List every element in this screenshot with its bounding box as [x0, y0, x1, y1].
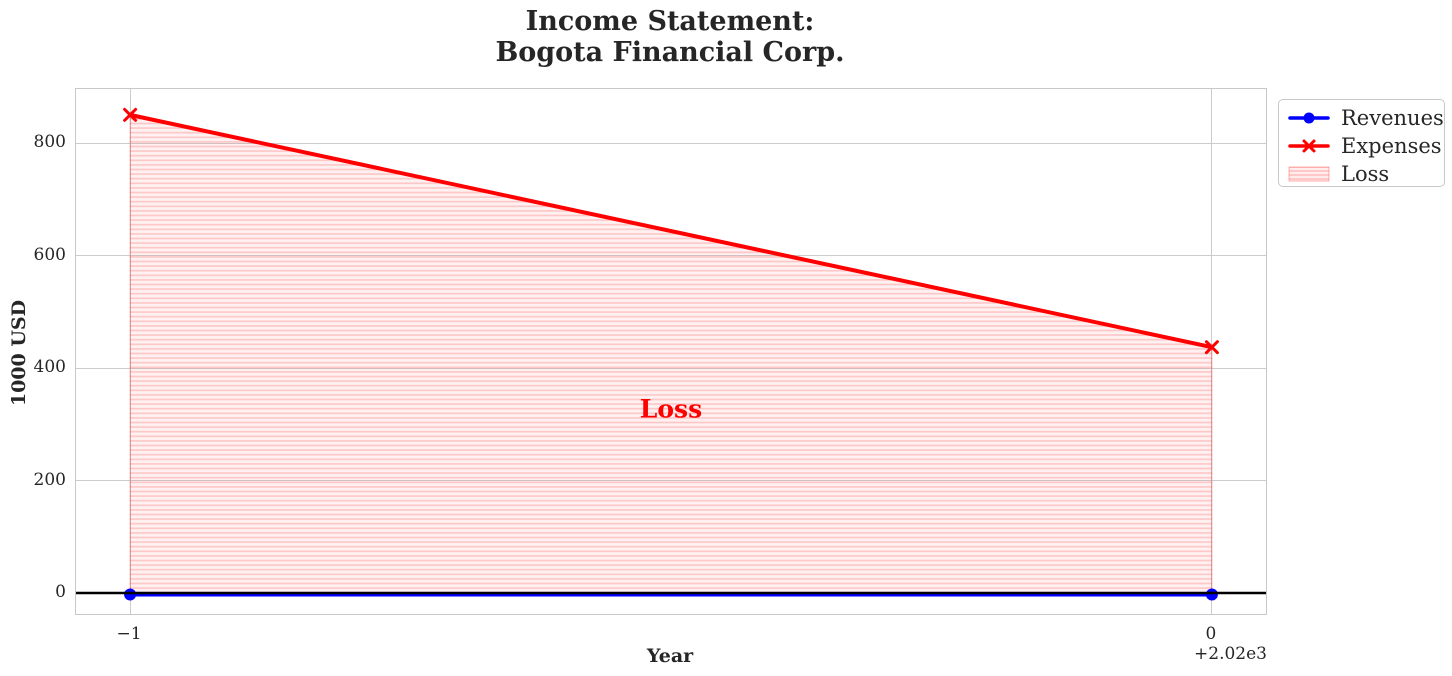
legend-label-revenues: Revenues: [1341, 106, 1444, 130]
expenses-marker: [123, 107, 138, 122]
plot-svg: [76, 107, 1266, 601]
legend-item-expenses: Expenses: [1287, 132, 1444, 160]
revenues-marker: [124, 588, 137, 601]
plot-area: Loss: [75, 88, 1267, 615]
legend-label-expenses: Expenses: [1341, 134, 1442, 158]
x-tick-label: 0: [1205, 624, 1217, 644]
y-tick-label: 0: [55, 582, 66, 603]
chart-title-line1: Income Statement:: [525, 6, 815, 37]
loss-fill-region: [129, 114, 1213, 594]
y-tick-label: 400: [33, 357, 66, 377]
chart-title-line2: Bogota Financial Corp.: [495, 37, 845, 68]
chart-title: Income Statement: Bogota Financial Corp.: [75, 6, 1265, 68]
y-tick-label: 200: [33, 469, 66, 490]
x-tick-label: −1: [116, 624, 142, 644]
x-gridline: [129, 89, 131, 614]
legend-label-loss: Loss: [1341, 162, 1390, 186]
legend: Revenues Expenses Loss: [1278, 99, 1445, 187]
y-gridline: [76, 142, 1266, 144]
y-tick-label: 800: [33, 132, 66, 152]
loss-patch-icon: [1288, 166, 1330, 182]
revenues-marker: [1205, 588, 1218, 601]
y-axis-label: 1000 USD: [8, 299, 30, 407]
revenues-line-icon: [1288, 112, 1330, 124]
expenses-line-icon: [1288, 139, 1330, 153]
legend-item-revenues: Revenues: [1287, 104, 1444, 132]
expenses-marker: [1204, 340, 1219, 355]
loss-annotation: Loss: [639, 394, 703, 424]
legend-item-loss: Loss: [1287, 160, 1444, 188]
x-axis-label: Year: [646, 645, 694, 667]
y-tick-label: 600: [33, 244, 66, 265]
x-axis-offset-text: +2.02e3: [1194, 644, 1267, 664]
expenses-line: [128, 112, 1214, 350]
